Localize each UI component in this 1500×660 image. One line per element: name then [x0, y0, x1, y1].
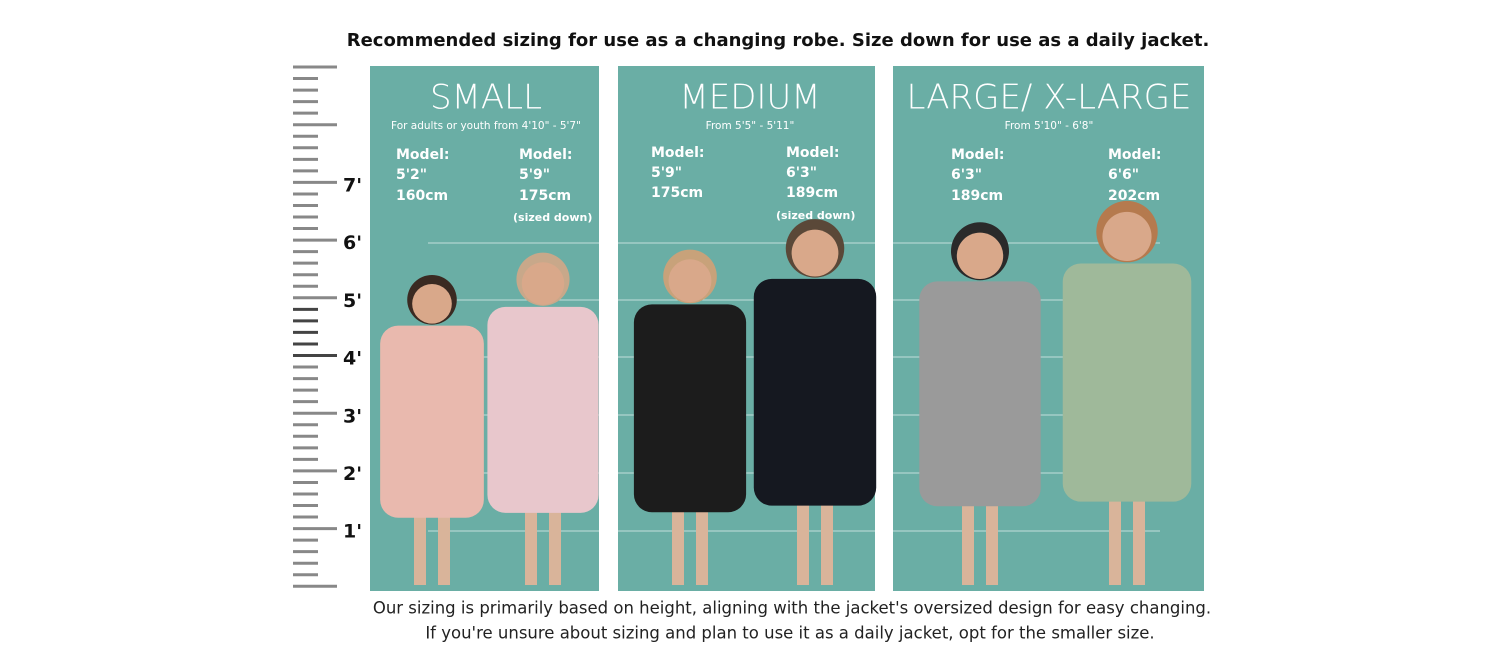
person-head — [791, 229, 839, 277]
model-height: 5'9" — [651, 165, 682, 181]
model-height: 6'3" — [951, 167, 982, 183]
ruler-label: 3' — [343, 405, 362, 427]
footer-line: Our sizing is primarily based on height,… — [373, 599, 1211, 618]
model-metric: 160cm — [396, 188, 448, 204]
panel-title: MEDIUM — [679, 78, 820, 118]
person-head — [668, 259, 712, 303]
model-label: Model: — [951, 147, 1004, 163]
model-metric: 189cm — [786, 185, 838, 201]
model-label: Model: — [651, 145, 704, 161]
panel-subtitle: For adults or youth from 4'10" - 5'7" — [391, 120, 581, 132]
person-coat — [487, 306, 599, 513]
model-height: 6'3" — [786, 165, 817, 181]
model-height: 5'2" — [396, 167, 427, 183]
ruler-label: 2' — [343, 463, 362, 485]
ruler-label: 5' — [343, 290, 362, 312]
person-head — [1102, 211, 1152, 262]
model-label: Model: — [786, 145, 839, 161]
model-label: Model: — [396, 147, 449, 163]
model-metric: 175cm — [651, 185, 703, 201]
person-coat — [753, 278, 877, 506]
person-coat — [380, 325, 484, 518]
model-label: Model: — [1108, 147, 1161, 163]
panel-subtitle: From 5'10" - 6'8" — [1005, 120, 1094, 132]
person-coat — [919, 281, 1041, 507]
person-head — [521, 262, 565, 305]
model-height: 5'9" — [519, 167, 550, 183]
model-metric: 175cm — [519, 188, 571, 204]
person-head — [956, 232, 1004, 280]
model-note: (sized down) — [513, 211, 592, 224]
ruler-label: 7' — [343, 175, 362, 197]
panel-subtitle: From 5'5" - 5'11" — [706, 120, 795, 132]
ruler-label: 1' — [343, 521, 362, 543]
ruler-label: 6' — [343, 232, 362, 254]
panel-title: SMALL — [430, 78, 542, 118]
person-coat — [633, 304, 747, 513]
footer-line: If you're unsure about sizing and plan t… — [425, 624, 1154, 643]
person-coat — [1062, 263, 1192, 502]
model-height: 6'6" — [1108, 167, 1139, 183]
model-metric: 202cm — [1108, 188, 1160, 204]
ruler-label: 4' — [343, 348, 362, 370]
person-head — [412, 283, 452, 324]
model-label: Model: — [519, 147, 572, 163]
panel-title: LARGE/ X-LARGE — [907, 78, 1192, 118]
header-title: Recommended sizing for use as a changing… — [347, 30, 1210, 51]
model-metric: 189cm — [951, 188, 1003, 204]
model-note: (sized down) — [776, 209, 855, 222]
